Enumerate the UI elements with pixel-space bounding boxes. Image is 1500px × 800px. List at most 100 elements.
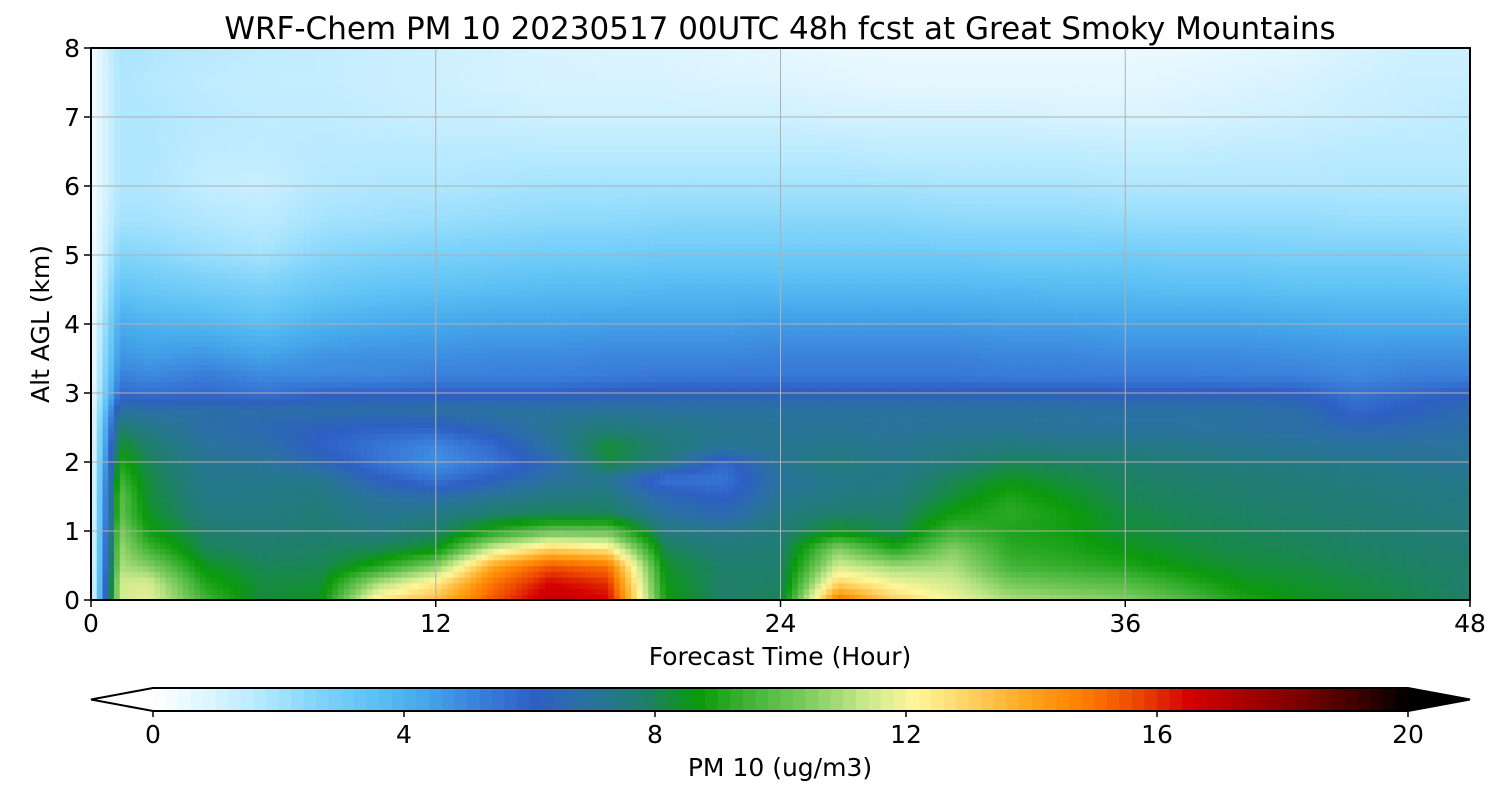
pm10-cell xyxy=(930,543,936,549)
pm10-cell xyxy=(166,502,172,508)
pm10-cell xyxy=(1424,531,1430,537)
pm10-cell xyxy=(1246,491,1252,497)
pm10-cell xyxy=(1390,531,1396,537)
pm10-cell xyxy=(401,560,407,566)
pm10-cell xyxy=(373,537,379,543)
pm10-cell xyxy=(1183,514,1189,520)
pm10-cell xyxy=(918,537,924,543)
pm10-cell xyxy=(1177,583,1183,589)
pm10-cell xyxy=(930,589,936,595)
pm10-cell xyxy=(643,583,649,589)
pm10-cell xyxy=(1349,491,1355,497)
pm10-cell xyxy=(1068,554,1074,560)
pm10-cell xyxy=(597,583,603,589)
pm10-cell xyxy=(982,491,988,497)
pm10-cell xyxy=(936,531,942,537)
pm10-cell xyxy=(792,531,798,537)
pm10-cell xyxy=(235,571,241,577)
pm10-cell xyxy=(689,554,695,560)
pm10-cell xyxy=(1280,531,1286,537)
pm10-cell xyxy=(746,571,752,577)
pm10-cell xyxy=(166,514,172,520)
pm10-cell xyxy=(712,531,718,537)
pm10-cell xyxy=(1326,560,1332,566)
pm10-cell xyxy=(1097,485,1103,491)
pm10-cell xyxy=(505,502,511,508)
pm10-cell xyxy=(1246,554,1252,560)
pm10-cell xyxy=(1211,577,1217,583)
pm10-cell xyxy=(516,479,522,485)
pm10-cell xyxy=(1188,531,1194,537)
pm10-cell xyxy=(390,514,396,520)
pm10-cell xyxy=(223,485,229,491)
pm10-cell xyxy=(712,548,718,554)
pm10-cell xyxy=(332,583,338,589)
pm10-cell xyxy=(453,514,459,520)
pm10-cell xyxy=(1413,485,1419,491)
pm10-cell xyxy=(1028,583,1034,589)
pm10-cell xyxy=(1171,502,1177,508)
pm10-cell xyxy=(562,479,568,485)
pm10-cell xyxy=(631,479,637,485)
pm10-cell xyxy=(809,589,815,595)
pm10-cell xyxy=(683,583,689,589)
pm10-cell xyxy=(700,537,706,543)
pm10-cell xyxy=(803,479,809,485)
pm10-cell xyxy=(654,560,660,566)
pm10-cell xyxy=(717,566,723,572)
pm10-cell xyxy=(1401,537,1407,543)
pm10-cell xyxy=(568,543,574,549)
pm10-cell xyxy=(292,514,298,520)
pm10-cell xyxy=(740,514,746,520)
pm10-cell xyxy=(321,566,327,572)
pm10-cell xyxy=(1085,537,1091,543)
pm10-cell xyxy=(735,497,741,503)
pm10-cell xyxy=(286,548,292,554)
pm10-cell xyxy=(447,491,453,497)
pm10-cell xyxy=(1246,520,1252,526)
pm10-cell xyxy=(551,583,557,589)
pm10-cell xyxy=(1148,520,1154,526)
pm10-cell xyxy=(941,589,947,595)
pm10-cell xyxy=(752,543,758,549)
pm10-cell xyxy=(838,520,844,526)
pm10-cell xyxy=(712,520,718,526)
pm10-cell xyxy=(545,531,551,537)
pm10-cell xyxy=(476,497,482,503)
pm10-cell xyxy=(1062,485,1068,491)
pm10-cell xyxy=(838,577,844,583)
pm10-cell xyxy=(585,589,591,595)
pm10-cell xyxy=(1355,566,1361,572)
pm10-cell xyxy=(855,560,861,566)
pm10-cell xyxy=(844,485,850,491)
pm10-cell xyxy=(987,508,993,514)
pm10-cell xyxy=(786,508,792,514)
pm10-cell xyxy=(1246,543,1252,549)
pm10-cell xyxy=(510,537,516,543)
pm10-cell xyxy=(482,520,488,526)
pm10-cell xyxy=(637,560,643,566)
pm10-cell xyxy=(654,571,660,577)
pm10-cell xyxy=(1441,531,1447,537)
pm10-cell xyxy=(1142,491,1148,497)
pm10-cell xyxy=(350,543,356,549)
pm10-cell xyxy=(602,583,608,589)
pm10-cell xyxy=(102,589,108,595)
pm10-cell xyxy=(1395,497,1401,503)
pm10-cell xyxy=(545,548,551,554)
pm10-cell xyxy=(292,491,298,497)
pm10-cell xyxy=(1407,531,1413,537)
pm10-cell xyxy=(1263,560,1269,566)
pm10-cell xyxy=(522,583,528,589)
pm10-cell xyxy=(154,520,160,526)
pm10-cell xyxy=(694,514,700,520)
pm10-cell xyxy=(1263,531,1269,537)
pm10-cell xyxy=(982,537,988,543)
pm10-cell xyxy=(275,583,281,589)
pm10-cell xyxy=(177,502,183,508)
pm10-cell xyxy=(1326,566,1332,572)
pm10-cell xyxy=(855,502,861,508)
pm10-cell xyxy=(493,502,499,508)
pm10-cell xyxy=(1142,589,1148,595)
pm10-cell xyxy=(1223,537,1229,543)
